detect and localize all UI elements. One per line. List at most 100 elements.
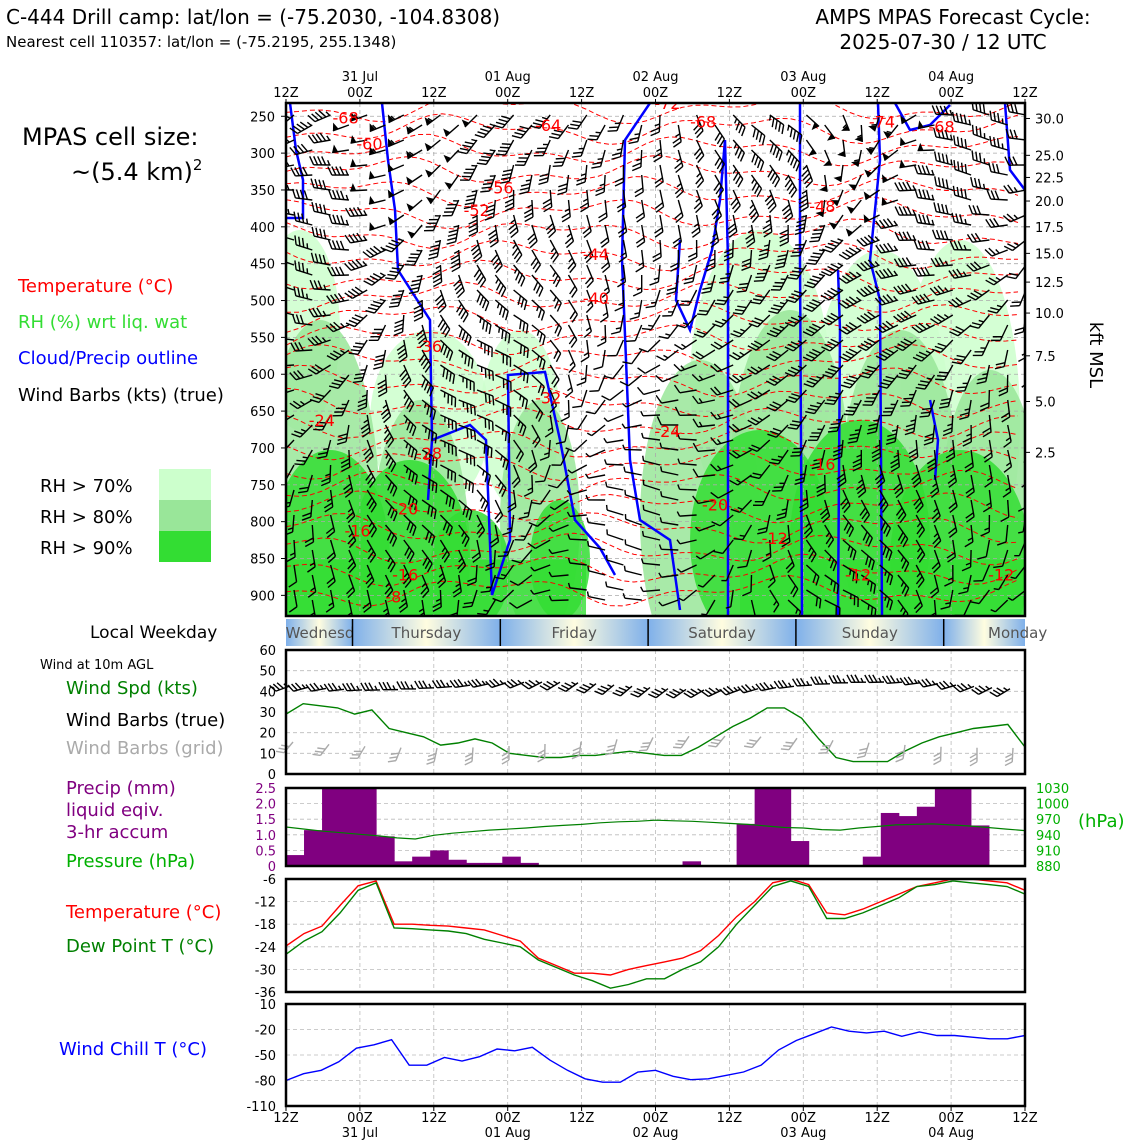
wind-barb xyxy=(640,558,661,566)
top-tick-label: 00Z xyxy=(938,86,964,101)
precip-bar xyxy=(502,856,521,866)
wind-barb xyxy=(511,239,523,263)
wind-barb xyxy=(1017,506,1025,512)
wind-barb xyxy=(732,139,745,162)
kft-axis-label: kft MSL xyxy=(1085,322,1106,388)
y-tick-label: -30 xyxy=(255,963,276,978)
wind-barb xyxy=(365,464,376,488)
wind-barb xyxy=(544,414,554,438)
wind-barb xyxy=(822,364,844,379)
wind-barb xyxy=(589,374,606,392)
wind-barb xyxy=(293,211,313,226)
wind-barb xyxy=(932,524,942,549)
temperature-label: -60 xyxy=(356,134,382,153)
wind-barb xyxy=(710,411,734,420)
wind-barb xyxy=(443,149,460,163)
wind-barb xyxy=(398,589,409,613)
y-tick-label: 50 xyxy=(259,665,276,680)
wind-barb xyxy=(693,189,703,214)
cell-size-label: MPAS cell size: xyxy=(22,123,198,151)
top-date-label: 03 Aug xyxy=(780,70,826,85)
wind-barb xyxy=(677,458,697,466)
precip-bar xyxy=(916,806,936,866)
wind-barb xyxy=(502,514,515,536)
wind-barb xyxy=(403,414,417,437)
temperature-label: -36 xyxy=(416,337,442,356)
wind-barb xyxy=(611,139,625,160)
wind-barb xyxy=(676,511,697,517)
wind-barb xyxy=(900,114,917,125)
wind-barb xyxy=(494,324,511,344)
pressure-tick-label: 910 xyxy=(1036,844,1061,859)
panel-frame xyxy=(284,786,1027,868)
pressure-tick-label: 850 xyxy=(250,553,275,568)
wind-barb xyxy=(531,489,551,505)
wind-barb xyxy=(874,294,899,306)
wind-barb xyxy=(455,299,469,323)
model-title: AMPS MPAS Forecast Cycle: xyxy=(815,5,1090,29)
wind-barb xyxy=(727,214,738,238)
pressure-label: Pressure (hPa) xyxy=(66,851,195,872)
wind-barb xyxy=(286,310,295,316)
height-tick-label: 12.5 xyxy=(1035,276,1064,291)
panel-frame xyxy=(284,877,1027,994)
wind-barb xyxy=(530,249,542,273)
wind-barb xyxy=(820,287,844,301)
wind-barb xyxy=(549,339,562,363)
wind-barb xyxy=(659,442,679,451)
wind-barb xyxy=(710,489,734,499)
wind-barb xyxy=(549,289,562,312)
wind-barb xyxy=(781,524,791,548)
pressure-tick-label: 600 xyxy=(250,368,275,383)
wind-barb xyxy=(840,489,851,514)
wind-barb xyxy=(839,348,862,362)
wind-barb xyxy=(368,195,386,205)
wind-barb xyxy=(929,474,940,498)
wind-barb xyxy=(586,424,606,437)
wind-barb xyxy=(424,139,441,152)
legend-rh70-label: RH > 70% xyxy=(40,476,133,497)
wind-barb xyxy=(421,474,438,494)
wind-barb xyxy=(931,105,953,116)
wind-barb xyxy=(915,514,926,538)
wind-barb xyxy=(436,564,447,589)
wind-barb xyxy=(294,235,313,251)
wind-barb xyxy=(911,293,935,305)
wind-barb xyxy=(601,389,624,401)
wind-barb xyxy=(917,142,935,152)
wind-barb xyxy=(289,399,313,410)
wind-barb xyxy=(982,489,992,513)
wind-barb xyxy=(856,259,880,272)
top-date-label: 04 Aug xyxy=(928,70,974,85)
wind-barb xyxy=(425,164,441,178)
wind-barb xyxy=(403,489,418,511)
wind-barb xyxy=(494,499,504,524)
wind-barb xyxy=(732,114,746,137)
wind-barb xyxy=(879,514,892,537)
wind-barb xyxy=(384,524,398,547)
wind-barb xyxy=(311,226,331,241)
top-tick-label: 12Z xyxy=(421,86,447,101)
wind-barb xyxy=(883,124,899,139)
wind-barb xyxy=(944,564,954,587)
wind-barb xyxy=(474,123,496,139)
wind-barb xyxy=(530,564,551,572)
wind-spd-label: Wind Spd (kts) xyxy=(66,678,198,699)
wind-barb xyxy=(511,124,533,139)
wind-barb xyxy=(564,224,575,249)
wind-barb xyxy=(728,423,752,433)
wind-barb xyxy=(360,414,371,438)
wind-barb xyxy=(485,549,496,572)
height-tick-label: 17.5 xyxy=(1035,221,1064,236)
wind-barb xyxy=(531,399,544,422)
wind-barb xyxy=(878,489,889,513)
wind-barb xyxy=(694,524,716,532)
wind-barb xyxy=(736,274,753,293)
wind-barb xyxy=(930,313,954,325)
wind-barb xyxy=(806,589,822,609)
temperature-label: -74 xyxy=(869,112,895,131)
wind-barb xyxy=(875,348,899,361)
wind-barb xyxy=(399,364,412,389)
wind-barb xyxy=(728,398,752,408)
wind-barb xyxy=(641,530,661,541)
